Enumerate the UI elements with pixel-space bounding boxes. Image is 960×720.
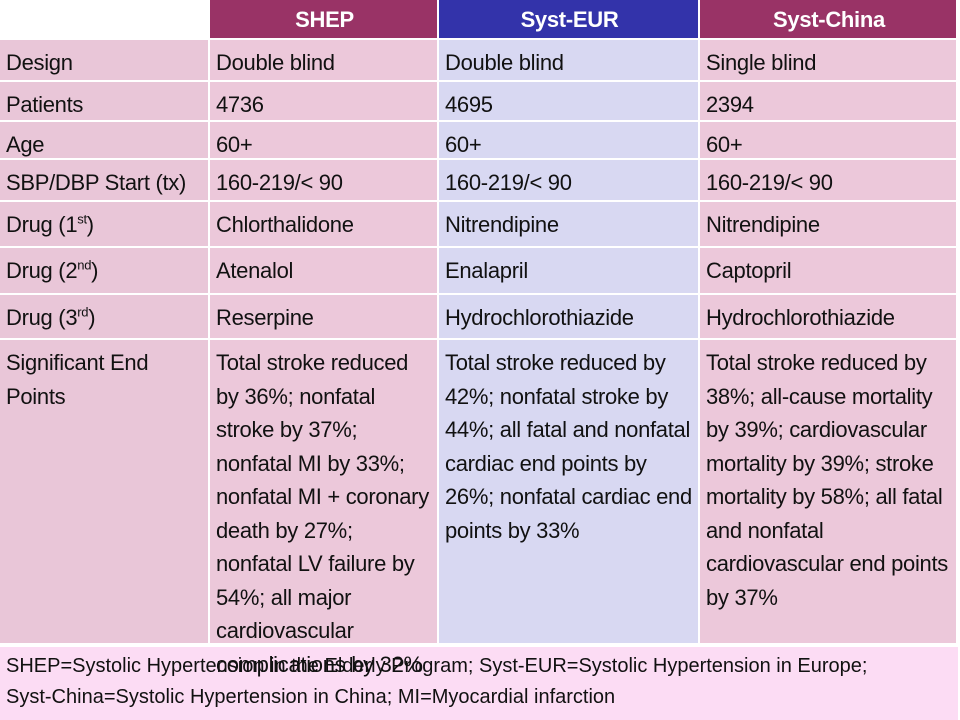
table-cell: Age <box>0 122 208 158</box>
table-cell: SBP/DBP Start (tx) <box>0 160 208 200</box>
table-cell: 2394 <box>700 82 956 120</box>
label-part: nd <box>77 257 92 273</box>
label-part: rd <box>77 304 89 320</box>
table-cell: Total stroke reduced by 38%; all-cause m… <box>700 340 956 643</box>
table-cell: Hydrochlorothiazide <box>700 295 956 338</box>
header-cell: SHEP <box>210 0 437 38</box>
table-cell: Drug (3rd) <box>0 295 208 338</box>
footnote: SHEP=Systolic Hypertension in the Elderl… <box>0 647 958 720</box>
table-cell: 60+ <box>439 122 698 158</box>
table-cell: Reserpine <box>210 295 437 338</box>
header-cell <box>0 0 208 38</box>
label-part: ) <box>86 212 94 237</box>
label-part: Drug (3 <box>6 305 78 330</box>
header-cell: Syst-China <box>700 0 956 38</box>
table-cell: Captopril <box>700 248 956 293</box>
label-part: st <box>77 211 87 227</box>
table-cell: Enalapril <box>439 248 698 293</box>
label-part: ) <box>88 305 96 330</box>
table-cell: Chlorthalidone <box>210 202 437 246</box>
label-part: ) <box>91 258 99 283</box>
footnote-line: Syst-China=Systolic Hypertension in Chin… <box>6 686 616 708</box>
header-cell: Syst-EUR <box>439 0 698 38</box>
table-cell: Single blind <box>700 40 956 80</box>
table-cell: 160-219/< 90 <box>210 160 437 200</box>
table-cell: Nitrendipine <box>439 202 698 246</box>
table-cell: Patients <box>0 82 208 120</box>
table-cell: 4736 <box>210 82 437 120</box>
table-cell: 160-219/< 90 <box>439 160 698 200</box>
label-part: Drug (2 <box>6 258 78 283</box>
table-cell: Total stroke reduced by 36%; nonfatal st… <box>210 340 437 677</box>
table-cell: Significant End Points <box>0 340 208 643</box>
table-cell: 60+ <box>700 122 956 158</box>
table-cell: Double blind <box>439 40 698 80</box>
table-cell: Nitrendipine <box>700 202 956 246</box>
table-cell: Atenalol <box>210 248 437 293</box>
table-cell: Drug (2nd) <box>0 248 208 293</box>
table-cell: Design <box>0 40 208 80</box>
table-cell: Hydrochlorothiazide <box>439 295 698 338</box>
table-cell: 60+ <box>210 122 437 158</box>
table-cell: 160-219/< 90 <box>700 160 956 200</box>
table-cell: Drug (1st) <box>0 202 208 246</box>
table-cell: Double blind <box>210 40 437 80</box>
table-cell: 4695 <box>439 82 698 120</box>
footnote-line: SHEP=Systolic Hypertension in the Elderl… <box>6 655 868 677</box>
label-part: Drug (1 <box>6 212 78 237</box>
table-cell: Total stroke reduced by 42%; nonfatal st… <box>439 340 698 643</box>
